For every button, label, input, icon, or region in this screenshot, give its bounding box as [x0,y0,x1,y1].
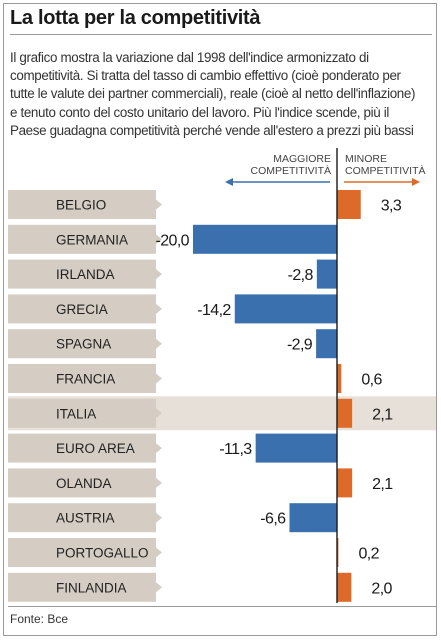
frame [3,3,437,636]
label-band [8,503,156,533]
country-label: GERMANIA [56,232,128,247]
chart-title: La lotta per la competitività [10,7,261,29]
bar-negative [289,503,337,533]
label-band-pointer [156,269,162,280]
label-band-pointer [156,234,162,245]
value-label: -6,6 [260,511,286,528]
value-label: 3,3 [381,198,402,215]
legend-right-line2: COMPETITIVITÀ [345,164,426,177]
chart-description: Il grafico mostra la variazione dal 1998… [10,49,434,140]
label-band [8,364,156,393]
label-band-pointer [156,373,162,384]
label-band [8,572,156,602]
bar-positive [337,364,342,393]
bar-positive [337,572,352,602]
bar-positive [337,468,353,498]
bar-positive [337,190,361,219]
country-label: AUSTRIA [56,511,115,526]
value-label: -14,2 [197,302,231,319]
bar-negative [316,259,337,289]
source-divider [8,606,436,607]
label-band [8,294,156,324]
bar-positive [337,398,353,428]
label-band [8,538,156,567]
legend-right-line1: MINORE [345,153,387,165]
bar-negative [255,433,337,463]
label-band-pointer [156,477,162,488]
bar-negative [316,329,337,359]
value-label: -2,9 [287,337,313,354]
country-label: ITALIA [56,406,96,421]
title-divider [10,34,432,35]
value-label: -20,0 [156,232,190,249]
description-line: e tenuto conto del costo unitario del la… [10,104,389,120]
country-label: FINLANDIA [56,580,127,595]
country-label: EURO AREA [56,441,135,456]
bar-positive [337,538,339,567]
value-label: 2,1 [372,406,393,423]
description-line: competitività. Si tratta del tasso di ca… [10,68,401,84]
value-label: -11,3 [219,441,252,458]
value-label: 0,2 [358,546,379,563]
source-note: Fonte: Bce [10,612,69,626]
country-label: IRLANDA [56,267,115,282]
label-band [8,398,156,428]
flags-group [11,193,49,599]
label-band [8,190,156,219]
label-band [8,468,156,498]
label-band [8,329,156,359]
country-label: OLANDA [56,476,112,491]
value-label: 2,1 [372,476,393,493]
description-line: Paese guadagna competitività perché vend… [10,122,414,138]
arrow-left-head-icon [225,178,233,186]
label-band-pointer [156,582,162,593]
label-band-pointer [156,443,162,454]
arrow-right-head-icon [412,178,420,186]
label-band-pointer [156,408,162,419]
label-band-pointer [156,199,162,210]
legend-left-line1: MAGGIORE [273,153,331,165]
description-line: Il grafico mostra la variazione dal 1998… [10,50,369,65]
bar-negative [193,224,337,254]
label-band [8,259,156,289]
value-label: 0,6 [361,372,382,389]
country-label: PORTOGALLO [56,546,149,561]
label-band [8,224,156,254]
label-band-pointer [156,338,162,349]
country-label: BELGIO [56,198,106,213]
country-label: SPAGNA [56,337,111,352]
bar-negative [234,294,337,324]
country-label: GRECIA [56,302,108,317]
value-label: -2,8 [288,267,314,284]
label-band-pointer [156,547,162,558]
label-band [8,433,156,463]
legend-left-line2: COMPETITIVITÀ [250,164,331,177]
label-band-pointer [156,303,162,314]
description-line: tutte le valute dei partner commerciali)… [10,86,416,102]
label-band-pointer [156,512,162,523]
country-label: FRANCIA [56,372,115,387]
value-label: 2,0 [371,580,392,597]
